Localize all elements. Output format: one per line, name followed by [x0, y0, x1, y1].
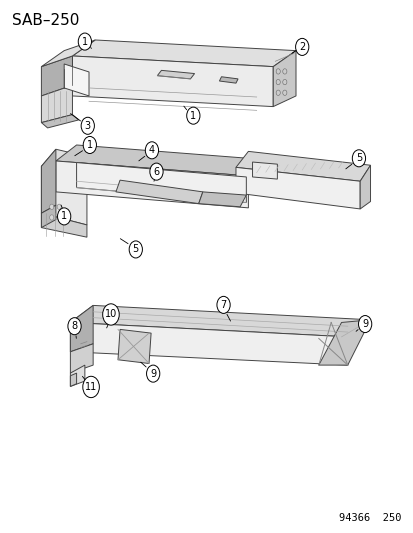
Polygon shape: [198, 192, 246, 207]
Polygon shape: [70, 373, 76, 386]
Polygon shape: [116, 180, 202, 204]
Polygon shape: [273, 51, 295, 107]
Circle shape: [145, 142, 158, 159]
Circle shape: [186, 107, 199, 124]
Circle shape: [102, 304, 119, 325]
Polygon shape: [157, 70, 194, 79]
Circle shape: [275, 69, 280, 74]
Circle shape: [57, 215, 61, 220]
Polygon shape: [72, 56, 273, 107]
Text: 3: 3: [85, 121, 90, 131]
Text: 11: 11: [85, 382, 97, 392]
Circle shape: [150, 163, 163, 180]
Circle shape: [295, 38, 308, 55]
Text: 9: 9: [150, 369, 156, 378]
Polygon shape: [118, 329, 151, 364]
Polygon shape: [41, 205, 56, 228]
Text: 4: 4: [149, 146, 154, 155]
Circle shape: [83, 136, 96, 154]
Circle shape: [57, 208, 71, 225]
Text: 1: 1: [190, 111, 196, 120]
Text: 94366  250: 94366 250: [338, 513, 401, 523]
Polygon shape: [70, 305, 93, 352]
Text: 1: 1: [87, 140, 93, 150]
Text: SAB–250: SAB–250: [12, 13, 80, 28]
Circle shape: [358, 316, 371, 333]
Circle shape: [146, 365, 159, 382]
Circle shape: [81, 117, 94, 134]
Polygon shape: [64, 64, 89, 96]
Polygon shape: [56, 145, 268, 176]
Circle shape: [282, 69, 286, 74]
Circle shape: [275, 79, 280, 85]
Text: 2: 2: [298, 42, 305, 52]
Polygon shape: [56, 161, 248, 208]
Polygon shape: [318, 320, 370, 365]
Circle shape: [68, 318, 81, 335]
Polygon shape: [70, 305, 370, 337]
Polygon shape: [252, 162, 277, 179]
Polygon shape: [41, 166, 87, 225]
Polygon shape: [41, 149, 56, 213]
Circle shape: [78, 33, 91, 50]
Circle shape: [216, 296, 230, 313]
Text: 7: 7: [220, 300, 226, 310]
Text: 10: 10: [104, 310, 117, 319]
Text: 9: 9: [361, 319, 367, 329]
Circle shape: [83, 376, 99, 398]
Text: 8: 8: [71, 321, 77, 331]
Text: 5: 5: [355, 154, 361, 163]
Text: 5: 5: [132, 245, 139, 254]
Polygon shape: [72, 40, 295, 67]
Circle shape: [282, 79, 286, 85]
Text: 1: 1: [61, 212, 67, 221]
Polygon shape: [41, 213, 87, 237]
Circle shape: [129, 241, 142, 258]
Polygon shape: [70, 322, 347, 365]
Polygon shape: [70, 344, 93, 373]
Text: 6: 6: [153, 167, 159, 176]
Polygon shape: [70, 365, 85, 386]
Circle shape: [50, 204, 54, 209]
Polygon shape: [41, 115, 78, 128]
Circle shape: [57, 204, 61, 209]
Polygon shape: [41, 85, 72, 123]
Circle shape: [50, 215, 54, 220]
Polygon shape: [235, 151, 370, 181]
Polygon shape: [41, 40, 95, 67]
Polygon shape: [41, 149, 101, 177]
Circle shape: [282, 90, 286, 95]
Polygon shape: [41, 56, 72, 96]
Polygon shape: [359, 165, 370, 209]
Polygon shape: [235, 167, 359, 209]
Text: 1: 1: [82, 37, 88, 46]
Circle shape: [351, 150, 365, 167]
Circle shape: [275, 90, 280, 95]
Polygon shape: [76, 163, 246, 203]
Polygon shape: [219, 77, 237, 83]
